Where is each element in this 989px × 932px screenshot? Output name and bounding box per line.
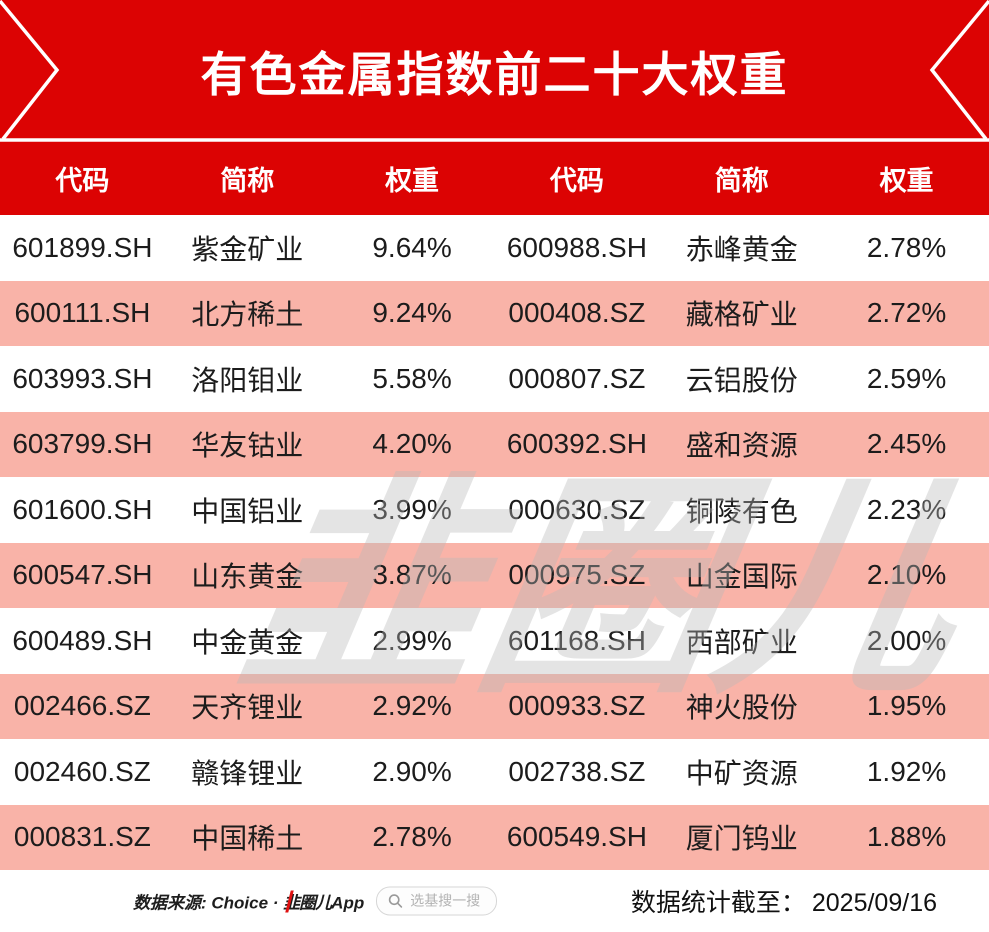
stock-name: 中国铝业 [191, 495, 304, 527]
stock-weight: 2.99% [372, 624, 452, 656]
stock-code: 600489.SH [12, 624, 153, 656]
stock-name: 中国稀土 [191, 823, 304, 855]
table-row: 600111.SH 北方稀土 9.24% 000408.SZ 藏格矿业 2.72… [0, 280, 989, 346]
header-name-right: 简称 [714, 165, 769, 196]
stock-weight: 2.78% [866, 231, 947, 263]
stock-code: 000408.SZ [508, 297, 646, 329]
table-row: 002466.SZ 天齐锂业 2.92% 000933.SZ 神火股份 1.95… [0, 673, 989, 739]
stock-weight: 9.64% [372, 231, 452, 263]
stock-weight: 2.90% [372, 755, 452, 787]
stock-name: 山东黄金 [191, 561, 304, 593]
stock-code: 601168.SH [507, 624, 646, 656]
stock-name: 西部矿业 [685, 626, 798, 658]
stock-name: 盛和资源 [685, 430, 798, 462]
stock-weight: 1.88% [866, 821, 947, 853]
search-placeholder: 选基搜一搜 [410, 892, 481, 909]
stock-weight: 2.78% [372, 821, 452, 853]
data-source-prefix: 数据来源: Choice · [133, 893, 284, 913]
header-code-left: 代码 [55, 165, 110, 196]
stock-code: 603799.SH [12, 428, 153, 460]
header-code-right: 代码 [549, 165, 604, 196]
stock-name: 铜陵有色 [685, 495, 798, 527]
stock-weight: 2.10% [866, 559, 947, 591]
stock-name: 赣锋锂业 [191, 757, 304, 789]
stock-weight: 2.72% [866, 297, 947, 329]
stock-code: 600111.SH [14, 297, 151, 329]
jiuquaner-logo: 韭圈儿 [283, 890, 332, 913]
stock-name: 云铝股份 [685, 364, 798, 396]
stock-code: 000807.SZ [508, 362, 646, 394]
stock-weight: 3.87% [372, 559, 452, 591]
banner-title-wrap: 有色金属指数前二十大权重 [0, 0, 989, 140]
table-row: 601899.SH 紫金矿业 9.64% 600988.SH 赤峰黄金 2.78… [0, 215, 989, 281]
header-weight-left: 权重 [385, 165, 440, 196]
stock-code: 000975.SZ [508, 559, 646, 591]
header-name-left: 简称 [220, 165, 275, 196]
stock-name: 华友钴业 [191, 430, 304, 462]
header-weight-right: 权重 [879, 165, 934, 196]
stock-weight: 9.24% [372, 297, 452, 329]
table-row: 600547.SH 山东黄金 3.87% 000975.SZ 山金国际 2.10… [0, 542, 989, 608]
stock-code: 002460.SZ [13, 755, 151, 787]
stock-name: 山金国际 [685, 561, 798, 593]
stock-code: 600392.SH [506, 428, 647, 460]
stock-code: 002738.SZ [508, 755, 646, 787]
table-row: 000831.SZ 中国稀土 2.78% 600549.SH 厦门钨业 1.88… [0, 804, 989, 870]
stock-code: 002466.SZ [13, 690, 151, 722]
stock-name: 赤峰黄金 [685, 233, 798, 265]
stock-code: 000831.SZ [13, 821, 151, 853]
data-source-text: 数据来源: Choice · 韭圈儿App [133, 889, 364, 914]
stock-name: 北方稀土 [191, 299, 304, 331]
stock-code: 000933.SZ [508, 690, 646, 722]
stock-name: 洛阳钼业 [191, 364, 304, 396]
stock-code: 603993.SH [12, 362, 153, 394]
table-row: 601600.SH 中国铝业 3.99% 000630.SZ 铜陵有色 2.23… [0, 477, 989, 543]
stock-name: 中矿资源 [685, 757, 798, 789]
table-row: 002460.SZ 赣锋锂业 2.90% 002738.SZ 中矿资源 1.92… [0, 739, 989, 805]
stock-weight: 2.00% [866, 624, 947, 656]
table-row: 600489.SH 中金黄金 2.99% 601168.SH 西部矿业 2.00… [0, 608, 989, 674]
footer-source-group: 数据来源: Choice · 韭圈儿App 选基搜一搜 [133, 886, 498, 916]
stock-weight: 3.99% [372, 493, 452, 525]
ribbon-banner: 有色金属指数前二十大权重 代码 简称 权重 代码 简称 权重 [0, 0, 989, 215]
footer: 数据来源: Choice · 韭圈儿App 选基搜一搜 数据统计截至： 2025/… [0, 870, 989, 932]
stock-code: 600547.SH [12, 559, 153, 591]
search-icon [389, 893, 403, 908]
stock-code: 000630.SZ [508, 493, 646, 525]
stock-code: 600549.SH [506, 821, 647, 853]
stats-cutoff-date: 2025/09/16 [811, 889, 937, 917]
stock-weight: 2.59% [866, 362, 947, 394]
stock-code: 600988.SH [506, 231, 647, 263]
weights-table: 601899.SH 紫金矿业 9.64% 600988.SH 赤峰黄金 2.78… [0, 215, 989, 870]
stock-code: 601899.SH [12, 231, 153, 263]
stock-weight: 1.92% [866, 755, 947, 787]
stock-name: 神火股份 [685, 692, 798, 724]
stock-weight: 2.23% [866, 493, 947, 525]
table-header-row: 代码 简称 权重 代码 简称 权重 [0, 141, 989, 215]
stock-weight: 2.92% [372, 690, 452, 722]
stock-weight: 1.95% [866, 690, 947, 722]
stock-weight: 4.20% [372, 428, 452, 460]
stats-cutoff-label: 数据统计截至： [630, 889, 806, 917]
stock-weight: 5.58% [372, 362, 452, 394]
stock-name: 厦门钨业 [685, 823, 798, 855]
table-row: 603799.SH 华友钴业 4.20% 600392.SH 盛和资源 2.45… [0, 411, 989, 477]
stock-code: 601600.SH [12, 493, 153, 525]
stock-name: 天齐锂业 [191, 692, 304, 724]
stats-cutoff-group: 数据统计截至： 2025/09/16 [631, 883, 937, 919]
table-row: 603993.SH 洛阳钼业 5.58% 000807.SZ 云铝股份 2.59… [0, 346, 989, 412]
stock-weight: 2.45% [866, 428, 947, 460]
fund-search-button[interactable]: 选基搜一搜 [376, 886, 498, 916]
stock-name: 藏格矿业 [685, 299, 798, 331]
data-source-suffix: App [331, 893, 365, 913]
page-title: 有色金属指数前二十大权重 [200, 47, 789, 101]
stock-name: 紫金矿业 [191, 233, 304, 265]
stock-name: 中金黄金 [191, 626, 304, 658]
